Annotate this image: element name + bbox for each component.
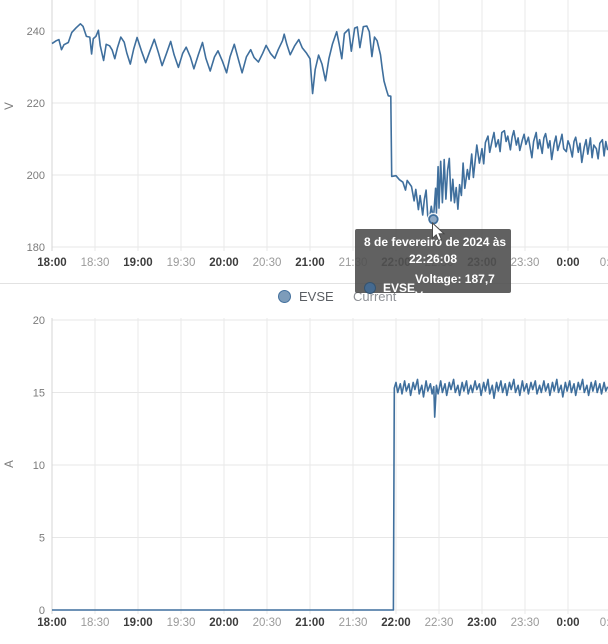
svg-text:220: 220 <box>27 98 45 110</box>
svg-text:21:30: 21:30 <box>339 257 368 269</box>
svg-text:21:00: 21:00 <box>295 617 324 629</box>
current-chart-canvas[interactable]: 18:00 18:30 19:00 19:30 20:00 20:30 21:00 21:30… <box>0 306 608 644</box>
current-series-line <box>52 378 608 611</box>
selected-point-marker <box>428 214 439 225</box>
svg-text:180: 180 <box>27 242 45 254</box>
legend-label-current: Current <box>353 288 397 304</box>
svg-text:0:30: 0:30 <box>600 257 608 269</box>
chart-legend: EVSE Current <box>0 286 608 306</box>
voltage-chart-canvas[interactable]: 18:00 18:30 19:00 19:30 20:00 20:30 21:00 21:30… <box>0 0 608 272</box>
evse-series-marker-icon <box>278 289 291 303</box>
svg-text:5: 5 <box>39 533 45 545</box>
svg-text:10: 10 <box>33 460 45 472</box>
svg-text:20:00: 20:00 <box>209 617 238 629</box>
legend-item-current[interactable]: Current <box>353 287 396 305</box>
current-x-axis-labels: 18:00 18:30 19:00 19:30 20:00 20:30 21:00 21:30… <box>37 617 608 629</box>
svg-text:22:00: 22:00 <box>381 257 410 269</box>
svg-text:20: 20 <box>33 315 45 327</box>
svg-text:19:30: 19:30 <box>167 617 196 629</box>
svg-text:0: 0 <box>39 605 45 617</box>
voltage-y-axis-labels: 180 200 220 240 <box>27 26 45 254</box>
svg-text:0:30: 0:30 <box>600 617 608 629</box>
svg-text:19:00: 19:00 <box>123 617 152 629</box>
current-axis-title: A <box>4 460 16 468</box>
svg-text:23:30: 23:30 <box>511 257 540 269</box>
svg-text:22:30: 22:30 <box>425 257 454 269</box>
svg-text:23:30: 23:30 <box>511 617 540 629</box>
current-gridlines <box>51 318 608 614</box>
svg-text:22:00: 22:00 <box>381 617 410 629</box>
svg-text:15: 15 <box>33 388 45 400</box>
svg-text:21:00: 21:00 <box>295 257 324 269</box>
current-y-axis-labels: 0 5 10 15 20 <box>33 315 45 617</box>
svg-text:18:30: 18:30 <box>81 617 110 629</box>
svg-text:19:30: 19:30 <box>167 257 196 269</box>
svg-text:20:00: 20:00 <box>209 257 238 269</box>
svg-text:22:30: 22:30 <box>425 617 454 629</box>
legend-item-evse[interactable]: EVSE <box>278 287 334 305</box>
svg-text:23:00: 23:00 <box>467 257 496 269</box>
svg-text:20:30: 20:30 <box>253 257 282 269</box>
svg-text:23:00: 23:00 <box>467 617 496 629</box>
chart-divider <box>0 283 608 284</box>
svg-text:0:00: 0:00 <box>556 617 579 629</box>
svg-text:18:00: 18:00 <box>37 617 66 629</box>
svg-text:200: 200 <box>27 170 45 182</box>
voltage-gridlines <box>51 0 608 251</box>
svg-text:21:30: 21:30 <box>339 617 368 629</box>
svg-text:240: 240 <box>27 26 45 38</box>
svg-text:18:30: 18:30 <box>81 257 110 269</box>
svg-text:19:00: 19:00 <box>123 257 152 269</box>
svg-text:0:00: 0:00 <box>556 257 579 269</box>
voltage-series-line <box>51 23 608 221</box>
legend-label-evse: EVSE <box>299 288 334 304</box>
voltage-axis-title: V <box>4 102 16 110</box>
svg-text:20:30: 20:30 <box>253 617 282 629</box>
voltage-x-axis-labels: 18:00 18:30 19:00 19:30 20:00 20:30 21:00 21:30… <box>37 257 608 269</box>
svg-text:18:00: 18:00 <box>37 257 66 269</box>
